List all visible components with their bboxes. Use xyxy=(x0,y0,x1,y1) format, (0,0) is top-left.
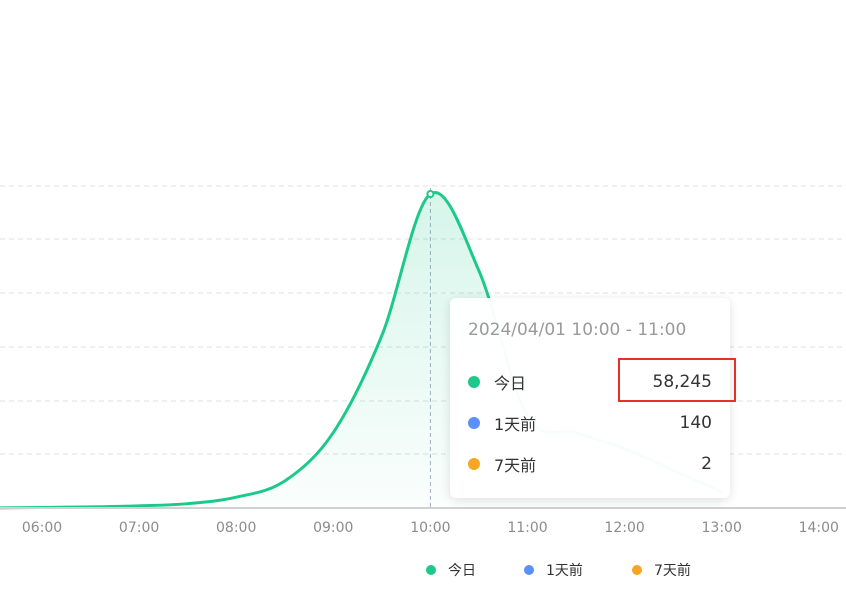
x-tick-label: 12:00 xyxy=(604,520,644,536)
tooltip-row-value: 140 xyxy=(679,413,712,433)
tooltip-row-label: 今日 xyxy=(494,374,527,393)
legend-label: 今日 xyxy=(448,563,476,579)
legend: 今日 1天前 7天前 xyxy=(0,560,846,584)
legend-label: 1天前 xyxy=(546,563,583,579)
tooltip: 2024/04/01 10:00 - 11:00 今日 58,245 1天前 1… xyxy=(450,298,730,498)
7-days-ago-legend-dot-icon xyxy=(632,565,642,575)
tooltip-title: 2024/04/01 10:00 - 11:00 xyxy=(468,320,687,340)
1-day-ago-dot-icon xyxy=(468,417,480,429)
tooltip-row-1-day-ago: 1天前 140 xyxy=(468,411,712,435)
x-tick-label: 13:00 xyxy=(702,520,742,536)
tooltip-row-today: 今日 58,245 xyxy=(468,370,712,394)
legend-label: 7天前 xyxy=(654,563,691,579)
tooltip-row-label: 1天前 xyxy=(494,415,537,434)
legend-item-7-days-ago[interactable]: 7天前 xyxy=(632,560,691,580)
x-tick-label: 06:00 xyxy=(22,520,62,536)
highlight-box xyxy=(618,358,736,402)
x-tick-label: 07:00 xyxy=(119,520,159,536)
tooltip-row-value: 58,245 xyxy=(652,372,712,392)
7-days-ago-dot-icon xyxy=(468,458,480,470)
x-tick-label: 10:00 xyxy=(410,520,450,536)
x-tick-label: 14:00 xyxy=(799,520,839,536)
peak-point xyxy=(426,190,435,198)
tooltip-row-label: 7天前 xyxy=(494,456,537,475)
legend-item-1-day-ago[interactable]: 1天前 xyxy=(524,560,583,580)
x-tick-label: 09:00 xyxy=(313,520,353,536)
today-legend-dot-icon xyxy=(426,565,436,575)
1-day-ago-legend-dot-icon xyxy=(524,565,534,575)
x-tick-label: 11:00 xyxy=(507,520,547,536)
x-axis: 06:00 07:00 08:00 09:00 10:00 11:00 12:00 13:00… xyxy=(0,507,846,536)
tooltip-row-7-days-ago: 7天前 2 xyxy=(468,452,712,476)
today-dot-icon xyxy=(468,376,480,388)
tooltip-row-value: 2 xyxy=(701,454,712,474)
x-tick-label: 08:00 xyxy=(216,520,256,536)
legend-item-today[interactable]: 今日 xyxy=(426,560,476,580)
